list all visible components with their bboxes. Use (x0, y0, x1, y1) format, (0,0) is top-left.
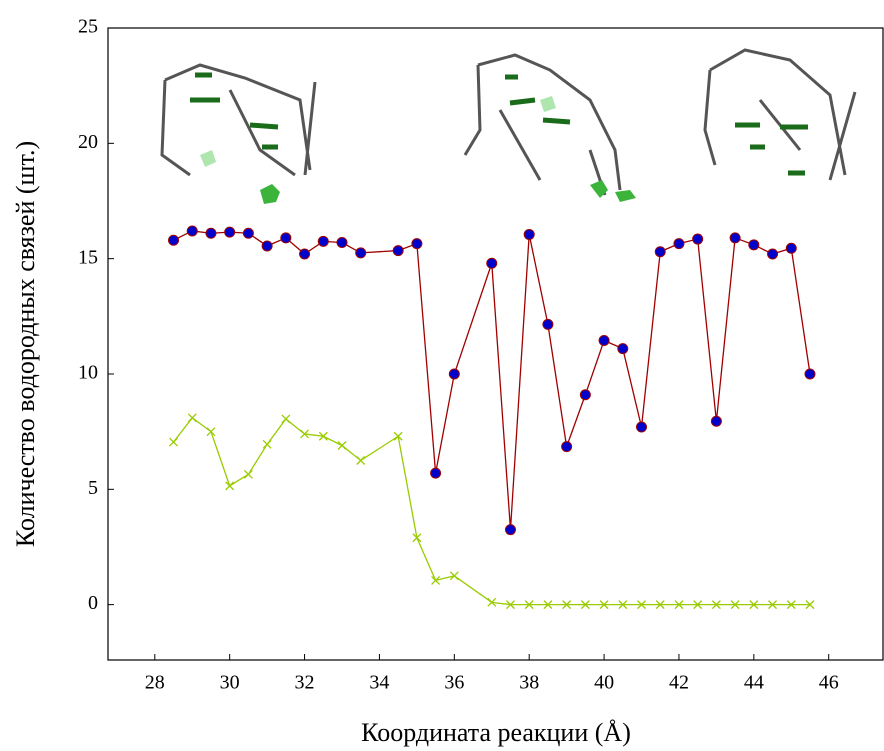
point (281, 414, 291, 424)
point (637, 600, 646, 610)
point (805, 600, 815, 610)
point (804, 368, 816, 380)
point (504, 524, 516, 536)
point (749, 600, 759, 610)
y-axis-label: Количество водородных связей (шт.) (11, 141, 40, 547)
point (730, 600, 740, 610)
y-tick-label: 15 (78, 246, 98, 268)
point (393, 431, 403, 441)
point (206, 427, 216, 437)
point (392, 245, 404, 257)
point (542, 318, 554, 330)
point (580, 600, 590, 610)
y-tick-label: 20 (78, 131, 98, 153)
point (617, 343, 629, 355)
point (524, 600, 534, 610)
base (540, 96, 556, 112)
point (205, 227, 217, 239)
base (590, 180, 608, 198)
molecule-illustrations (160, 48, 857, 204)
point (710, 415, 722, 427)
point (225, 481, 235, 491)
x-tick-label: 40 (594, 672, 614, 694)
y-tick-label: 10 (78, 362, 98, 384)
molecule-2 (463, 53, 622, 196)
point (561, 441, 573, 453)
point (336, 237, 348, 249)
point (692, 233, 704, 245)
point (431, 575, 441, 585)
point (356, 456, 366, 465)
point (224, 226, 236, 238)
x-tick-label: 28 (145, 672, 165, 694)
point (506, 600, 515, 610)
point (786, 600, 796, 610)
point (654, 246, 666, 258)
point (318, 431, 328, 441)
point (543, 600, 553, 610)
point (448, 368, 460, 380)
base (260, 184, 280, 204)
x-tick-label: 42 (669, 672, 689, 694)
point (693, 600, 703, 610)
point (729, 232, 741, 244)
base (200, 150, 216, 167)
point (355, 247, 367, 259)
point (299, 248, 311, 260)
point (317, 235, 329, 247)
series-line (173, 230, 811, 530)
molecule-1 (160, 63, 317, 177)
point (487, 597, 497, 607)
point (785, 242, 797, 254)
x-tick-label: 34 (369, 672, 389, 694)
y-tick-label: 25 (78, 16, 98, 38)
point (261, 240, 273, 252)
point (186, 225, 198, 237)
point (300, 429, 310, 439)
point (598, 335, 610, 347)
bases (190, 72, 808, 176)
plot-frame (107, 27, 884, 661)
point (618, 600, 628, 610)
point (169, 437, 178, 447)
x-tick-label: 36 (444, 672, 464, 694)
point (262, 439, 272, 449)
base (615, 190, 636, 202)
point (187, 413, 197, 423)
point (562, 600, 572, 610)
point (280, 232, 292, 244)
point (711, 600, 721, 610)
molecule-3 (703, 48, 857, 181)
x-tick-label: 30 (220, 672, 240, 694)
point (636, 421, 648, 433)
point (430, 467, 442, 479)
point (242, 227, 254, 239)
point (411, 238, 423, 250)
point (768, 600, 778, 610)
point (243, 469, 253, 479)
point (579, 389, 591, 401)
point (748, 239, 760, 251)
x-axis-label: Координата реакции (Å) (361, 718, 631, 747)
point (412, 533, 422, 543)
y-tick-label: 5 (88, 477, 98, 499)
point (337, 441, 347, 450)
point (673, 238, 685, 250)
point (767, 248, 779, 260)
x-tick-label: 32 (295, 672, 315, 694)
y-tick-label: 0 (88, 592, 98, 614)
x-tick-label: 44 (744, 672, 764, 694)
point (168, 234, 180, 246)
x-tick-label: 46 (819, 672, 839, 694)
point (655, 600, 665, 610)
point (486, 257, 498, 269)
point (449, 571, 459, 581)
point (674, 600, 684, 610)
point (599, 600, 609, 610)
x-tick-label: 38 (519, 672, 539, 694)
point (523, 228, 535, 240)
